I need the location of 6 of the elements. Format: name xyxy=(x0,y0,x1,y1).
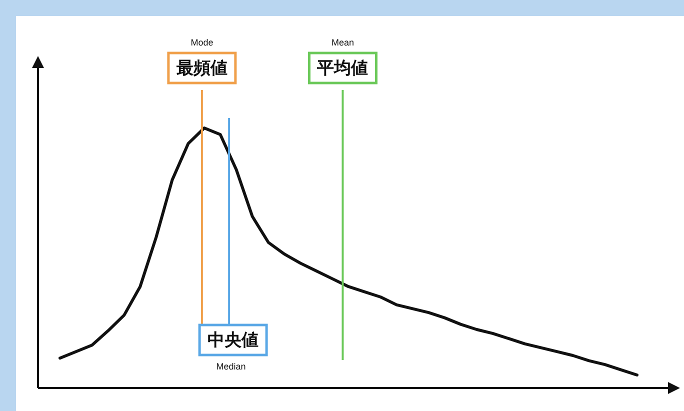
annotation: 中央値 xyxy=(208,330,259,350)
annotation: Median xyxy=(216,361,246,372)
text: Mode xyxy=(190,37,214,48)
text: 最頻値 xyxy=(175,58,228,78)
text: Mean xyxy=(331,37,354,48)
text: 平均値 xyxy=(316,58,368,78)
